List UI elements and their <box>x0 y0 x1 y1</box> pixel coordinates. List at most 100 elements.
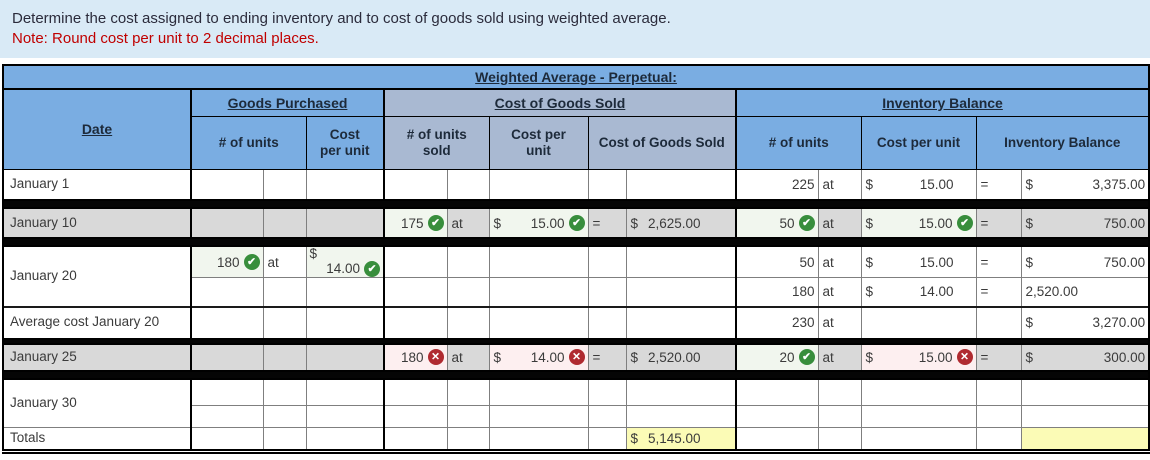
january-30b-gp-cost-cell <box>305 405 385 428</box>
january-10-cs-at-cell: at <box>446 207 490 239</box>
january-10-cs-cost-input[interactable]: $15.00 ✔ <box>488 207 589 239</box>
january-30b-cs-units-cell <box>383 405 448 428</box>
january-30a-ib-units-cell <box>735 378 819 406</box>
cell-value: 15.00 <box>919 254 954 270</box>
january-20b-cs-at-cell <box>446 277 490 307</box>
cell-value: 15.00 <box>530 215 565 231</box>
january-1-ib-cost-cell: $15.00 <box>860 168 977 201</box>
january-20a-gp-at-cell: at <box>262 245 307 278</box>
x-icon: ✕ <box>568 349 585 365</box>
cell-value: 14.00 <box>326 261 360 276</box>
inventory-worksheet-table: Weighted Average - Perpetual: Date Goods… <box>1 64 1150 454</box>
cell-value: 2,520.00 <box>648 349 701 365</box>
january-20a-gp-units-input[interactable]: 180 ✔ <box>190 245 264 278</box>
x-icon: ✕ <box>427 349 444 365</box>
average-cost-january-20-gp-cost-cell <box>305 305 385 339</box>
january-20a-cs-at-cell <box>446 245 490 278</box>
icon-placeholder <box>958 262 973 263</box>
january-30b-ib-eq-cell <box>975 405 1022 428</box>
dollar-sign: $ <box>1025 349 1034 365</box>
average-cost-january-20-cs-val-cell <box>625 305 737 339</box>
group-header-goods-purchased: Goods Purchased <box>190 88 385 117</box>
totals-cs-val-cell: $5,145.00 <box>625 427 737 454</box>
group-header-inventory-balance: Inventory Balance <box>734 88 1150 117</box>
check-icon: ✔ <box>243 254 260 270</box>
january-10-ib-cost-input[interactable]: $15.00 ✔ <box>860 207 977 239</box>
january-20b-cs-eq-cell <box>587 277 627 307</box>
january-30a-gp-cost-cell <box>305 378 385 406</box>
totals-cs-units-cell <box>383 427 448 454</box>
totals-cs-at-cell <box>446 427 490 454</box>
instructions-panel: Determine the cost assigned to ending in… <box>0 0 1150 58</box>
dollar-sign: $ <box>1025 315 1034 330</box>
january-25-ib-units-input[interactable]: 20 ✔ <box>735 343 819 371</box>
january-20a-gp-cost-input[interactable]: $14.00 ✔ <box>305 245 385 278</box>
totals-ib-at-cell <box>817 427 862 454</box>
january-25-gp-cost-cell <box>305 343 385 371</box>
date-label-january-10: January 10 <box>2 207 192 239</box>
column-header-gp-cost-per-unit: Cost per unit <box>305 115 385 170</box>
january-25-cs-eq-cell: = <box>587 343 627 371</box>
january-1-ib-at-cell: at <box>817 168 862 201</box>
column-header-cs-cost-per-unit: Cost per unit <box>488 115 589 170</box>
cell-value: 180 <box>791 284 815 300</box>
average-cost-january-20-gp-at-cell <box>262 305 307 339</box>
january-25-ib-at-cell: at <box>817 343 862 371</box>
cell-value: 180 <box>400 349 424 365</box>
january-25-cs-units-input[interactable]: 180 ✕ <box>383 343 448 371</box>
row-separator <box>1 337 1150 345</box>
january-10-cs-units-input[interactable]: 175 ✔ <box>383 207 448 239</box>
january-20b-ib-at-cell: at <box>817 277 862 307</box>
january-30b-gp-at-cell <box>262 405 307 428</box>
january-30b-cs-val-cell <box>625 405 737 428</box>
dollar-sign: $ <box>1025 215 1034 231</box>
date-label-average-cost-january-20: Average cost January 20 <box>2 305 192 339</box>
column-header-date: Date <box>2 88 192 170</box>
row-separator <box>1 369 1150 380</box>
date-label-january-20a: January 20 <box>2 245 192 307</box>
january-30b-cs-cost-cell <box>488 405 589 428</box>
january-10-gp-cost-cell <box>305 207 385 239</box>
january-25-ib-val-cell: $300.00 <box>1020 343 1150 371</box>
cell-value: 225 <box>791 176 815 192</box>
january-20b-cs-val-cell <box>625 277 737 307</box>
january-30a-cs-eq-cell <box>587 378 627 406</box>
dollar-sign: $ <box>865 349 874 365</box>
dollar-sign: $ <box>865 176 874 192</box>
january-25-gp-units-cell <box>190 343 264 371</box>
average-cost-january-20-ib-eq-cell <box>975 305 1022 339</box>
january-30b-ib-at-cell <box>817 405 862 428</box>
icon-placeholder <box>958 184 973 185</box>
january-20a-cs-eq-cell <box>587 245 627 278</box>
january-20a-cs-cost-cell <box>488 245 589 278</box>
january-20b-ib-val-cell: 2,520.00 <box>1020 277 1150 307</box>
january-30a-ib-eq-cell <box>975 378 1022 406</box>
average-cost-january-20-cs-at-cell <box>446 305 490 339</box>
january-10-ib-val-cell: $750.00 <box>1020 207 1150 239</box>
totals-ib-cost-cell <box>860 427 977 454</box>
totals-gp-at-cell <box>262 427 307 454</box>
january-10-ib-units-input[interactable]: 50 ✔ <box>735 207 819 239</box>
average-cost-january-20-cs-eq-cell <box>587 305 627 339</box>
x-icon: ✕ <box>956 349 973 365</box>
check-icon: ✔ <box>364 261 380 277</box>
january-10-ib-at-cell: at <box>817 207 862 239</box>
january-1-gp-cost-cell <box>305 168 385 201</box>
cell-value: 15.00 <box>918 349 953 365</box>
date-label-january-25: January 25 <box>2 343 192 371</box>
cell-value: 750.00 <box>1103 254 1146 270</box>
rounding-note: Note: Round cost per unit to 2 decimal p… <box>12 30 319 47</box>
january-20a-cs-val-cell <box>625 245 737 278</box>
dollar-sign: $ <box>865 284 874 300</box>
check-icon: ✔ <box>427 215 444 231</box>
january-1-cs-val-cell <box>625 168 737 201</box>
cell-value: 14.00 <box>919 284 954 300</box>
totals-gp-units-cell <box>190 427 264 454</box>
january-25-ib-cost-input[interactable]: $15.00 ✕ <box>860 343 977 371</box>
january-25-ib-eq-cell: = <box>975 343 1022 371</box>
january-1-ib-eq-cell: = <box>975 168 1022 201</box>
cell-value: 175 <box>400 215 424 231</box>
january-25-cs-at-cell: at <box>446 343 490 371</box>
january-25-cs-cost-input[interactable]: $14.00 ✕ <box>488 343 589 371</box>
dollar-sign: $ <box>1025 254 1034 270</box>
